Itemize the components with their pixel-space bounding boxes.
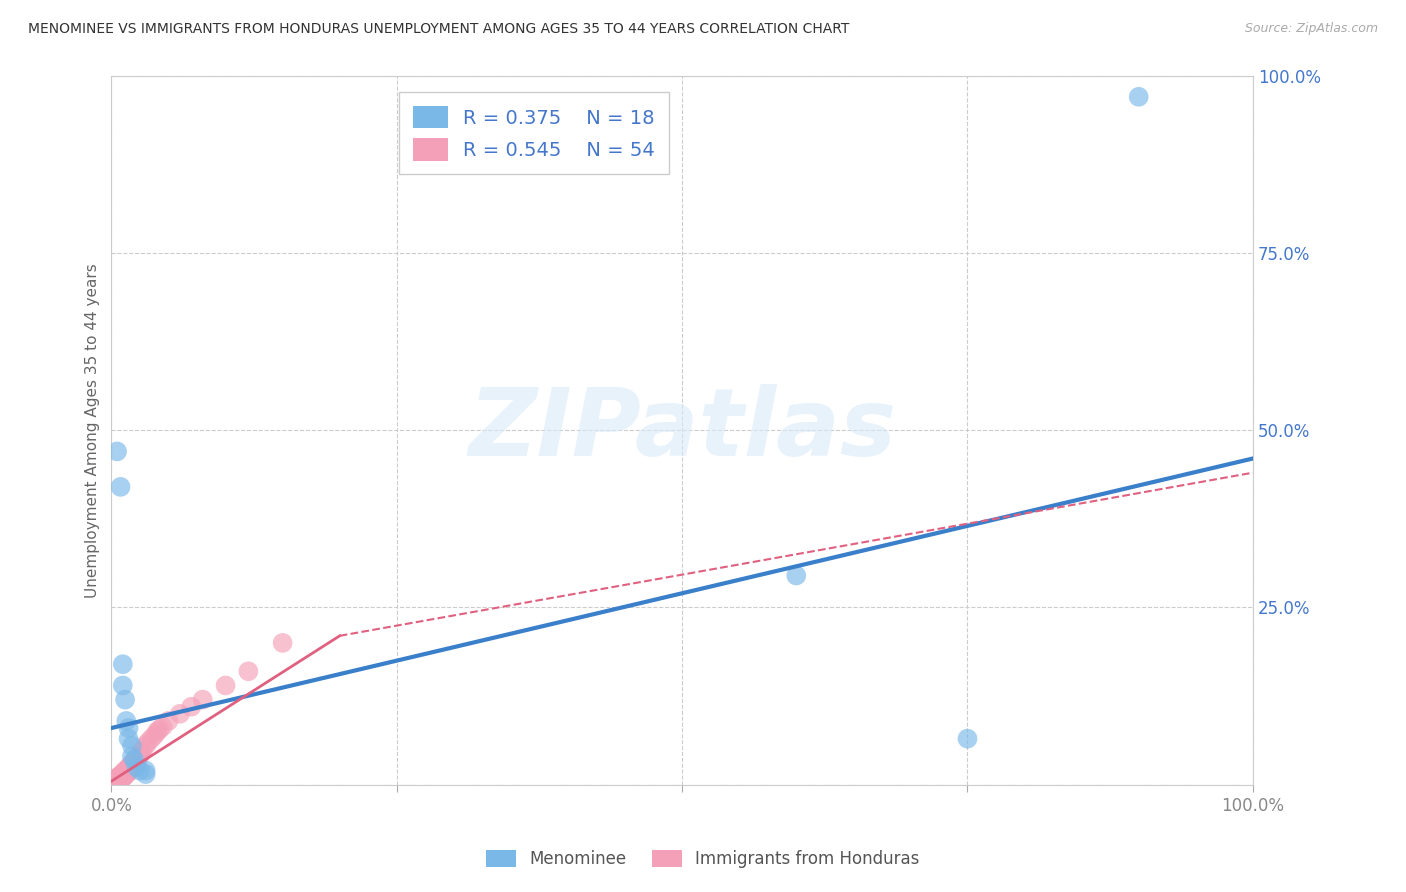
Point xyxy=(110,768,132,782)
Point xyxy=(180,699,202,714)
Y-axis label: Unemployment Among Ages 35 to 44 years: Unemployment Among Ages 35 to 44 years xyxy=(86,263,100,598)
Point xyxy=(122,758,145,772)
Point xyxy=(117,764,139,779)
Point xyxy=(120,762,142,776)
Point xyxy=(135,767,157,781)
Point xyxy=(121,760,143,774)
Point xyxy=(111,771,134,785)
Point xyxy=(169,706,191,721)
Point xyxy=(105,444,128,458)
Text: MENOMINEE VS IMMIGRANTS FROM HONDURAS UNEMPLOYMENT AMONG AGES 35 TO 44 YEARS COR: MENOMINEE VS IMMIGRANTS FROM HONDURAS UN… xyxy=(28,22,849,37)
Point xyxy=(157,714,180,728)
Point xyxy=(135,739,157,753)
Point xyxy=(1128,90,1150,104)
Point xyxy=(120,758,142,772)
Point xyxy=(105,772,128,786)
Point xyxy=(111,767,134,781)
Legend: Menominee, Immigrants from Honduras: Menominee, Immigrants from Honduras xyxy=(479,843,927,875)
Point xyxy=(956,731,979,746)
Point xyxy=(117,764,139,779)
Point xyxy=(271,636,294,650)
Point xyxy=(125,760,148,774)
Point xyxy=(124,756,146,771)
Point xyxy=(110,480,132,494)
Point xyxy=(111,678,134,692)
Point xyxy=(114,764,136,778)
Point xyxy=(131,744,153,758)
Point xyxy=(238,665,260,679)
Point xyxy=(117,731,139,746)
Point xyxy=(111,657,134,672)
Point xyxy=(107,771,129,785)
Point xyxy=(129,764,152,778)
Point xyxy=(114,692,136,706)
Point xyxy=(111,767,134,781)
Point xyxy=(148,723,170,737)
Point xyxy=(117,760,139,774)
Point xyxy=(115,714,138,728)
Point xyxy=(125,753,148,767)
Point xyxy=(129,747,152,762)
Point xyxy=(118,764,141,778)
Point xyxy=(122,753,145,767)
Point xyxy=(108,769,131,783)
Point xyxy=(214,678,236,692)
Point xyxy=(112,769,135,783)
Point xyxy=(135,764,157,778)
Point xyxy=(118,760,141,774)
Point xyxy=(107,772,129,787)
Point xyxy=(104,774,127,789)
Point xyxy=(129,746,152,760)
Point xyxy=(112,764,135,779)
Point xyxy=(122,755,145,769)
Point xyxy=(114,768,136,782)
Point xyxy=(136,735,159,749)
Point xyxy=(785,568,807,582)
Point xyxy=(121,749,143,764)
Point xyxy=(121,756,143,771)
Point xyxy=(121,739,143,753)
Point xyxy=(110,771,132,785)
Point xyxy=(115,764,138,778)
Text: ZIPatlas: ZIPatlas xyxy=(468,384,896,476)
Point xyxy=(117,721,139,735)
Point xyxy=(146,724,169,739)
Point xyxy=(127,751,149,765)
Point xyxy=(108,772,131,786)
Point xyxy=(128,749,150,764)
Point xyxy=(111,772,134,786)
Point xyxy=(105,771,128,785)
Point xyxy=(152,720,174,734)
Point xyxy=(143,728,166,742)
Point xyxy=(104,772,127,787)
Legend: R = 0.375    N = 18, R = 0.545    N = 54: R = 0.375 N = 18, R = 0.545 N = 54 xyxy=(399,93,668,174)
Point xyxy=(141,731,163,746)
Point xyxy=(191,692,214,706)
Point xyxy=(103,774,125,789)
Text: Source: ZipAtlas.com: Source: ZipAtlas.com xyxy=(1244,22,1378,36)
Point xyxy=(117,762,139,776)
Point xyxy=(115,767,138,781)
